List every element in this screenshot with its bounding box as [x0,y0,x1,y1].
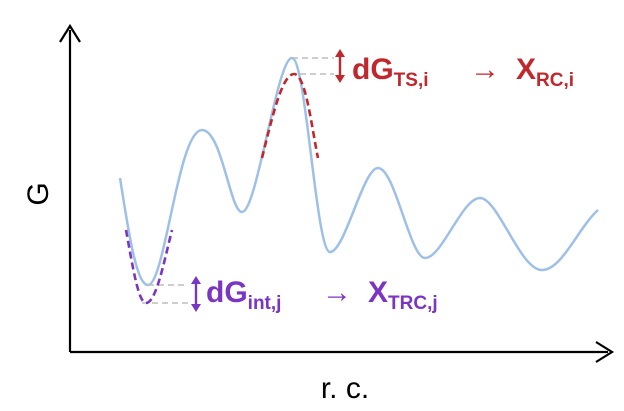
ts-annotation: dGTS,i [352,53,429,91]
ts-guides [292,57,334,75]
int-dg-subscript: int,j [248,293,282,314]
ts-double-arrow [335,49,345,83]
int-arrow: → [322,276,352,309]
int-dg-label: dG [206,276,248,309]
int-x-label: X [368,276,388,309]
int-result: XTRC,j [368,276,438,314]
ts-x-subscript: RC,i [536,70,574,91]
ts-dg-label: dG [352,53,394,86]
ts-result: XRC,i [516,53,574,91]
y-axis-arrowhead [59,23,81,43]
axes [59,23,615,363]
ts-x-label: X [516,53,536,86]
ts-arrow: → [470,53,500,86]
int-guides [142,284,188,304]
x-axis-arrowhead [595,341,615,363]
y-axis-label: G [22,182,55,205]
ts-perturbed-curve [260,72,320,159]
ts-dg-subscript: TS,i [394,70,429,91]
x-axis-label: r. c. [321,372,369,405]
int-x-subscript: TRC,j [388,293,438,314]
int-double-arrow [191,276,201,312]
energy-curve [118,56,599,287]
int-annotation: dGint,j [206,276,281,314]
int-perturbed-curve [124,229,174,305]
